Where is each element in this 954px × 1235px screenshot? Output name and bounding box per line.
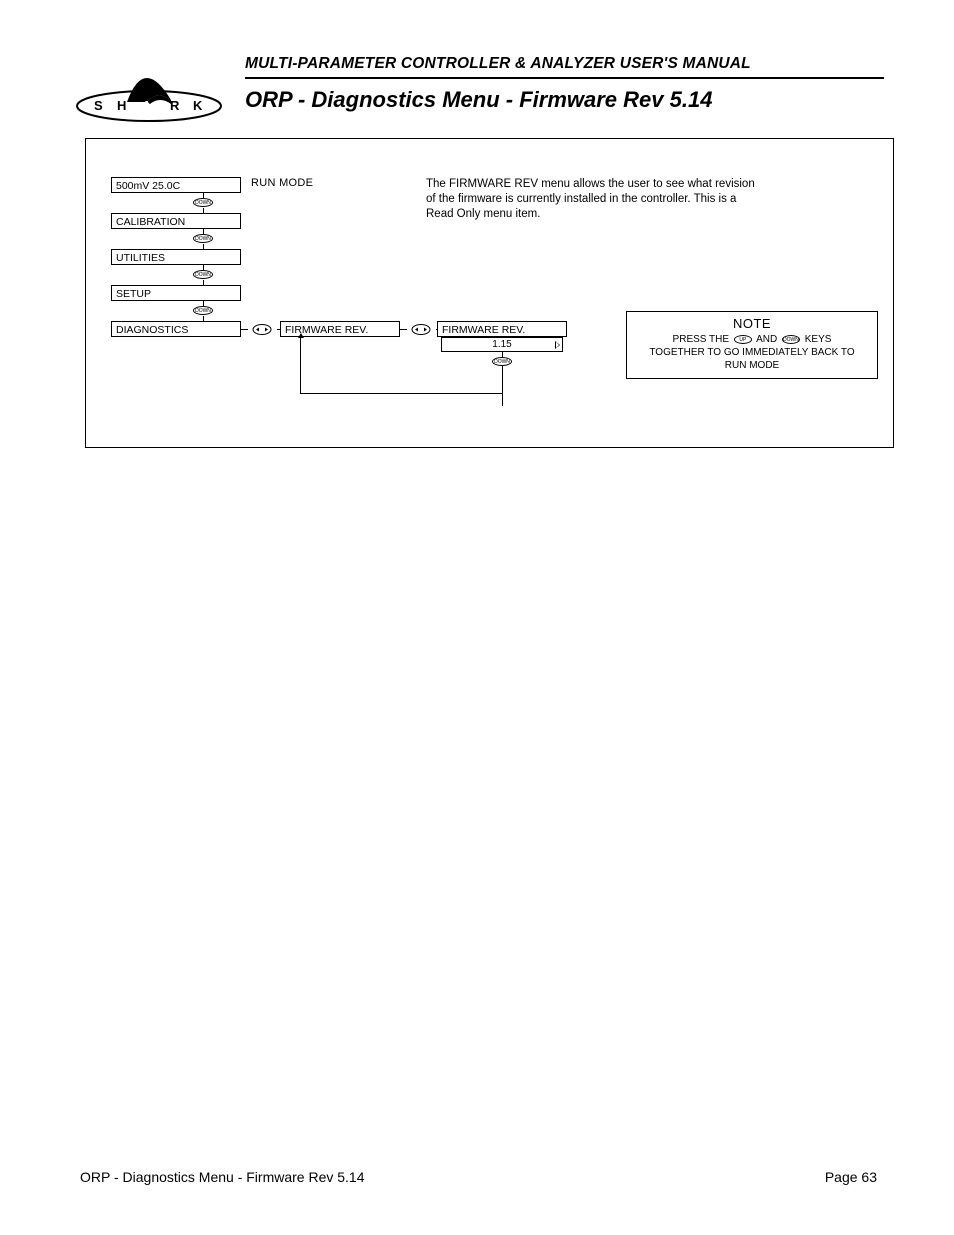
- return-loop: [300, 366, 500, 386]
- note-text: RUN MODE: [725, 360, 779, 371]
- up-button-icon: UP: [734, 335, 752, 344]
- menu-navigation-column: 500mV 25.0C DOWN CALIBRATION DOWN UTILIT…: [111, 177, 241, 337]
- brand-logo: S H A R K: [72, 60, 227, 122]
- firmware-rev-menu-2: FIRMWARE REV. 1.15 DOWN: [437, 321, 567, 372]
- logo-letter-r: R: [170, 98, 180, 113]
- menu-item-diagnostics: DIAGNOSTICS: [111, 321, 241, 337]
- right-arrow-icon: [555, 341, 560, 349]
- note-body: PRESS THE UP AND DOWN KEYS TOGETHER TO G…: [633, 333, 871, 372]
- description-text: The FIRMWARE REV menu allows the user to…: [426, 177, 756, 222]
- logo-letter-h: H: [117, 98, 126, 113]
- note-text: PRESS THE: [673, 334, 730, 345]
- note-text: TOGETHER TO GO IMMEDIATELY BACK TO: [649, 347, 854, 358]
- menu-item-setup: SETUP: [111, 285, 241, 301]
- page-footer: ORP - Diagnostics Menu - Firmware Rev 5.…: [80, 1169, 877, 1185]
- footer-left: ORP - Diagnostics Menu - Firmware Rev 5.…: [80, 1169, 365, 1185]
- up-arrow-icon: [298, 333, 304, 338]
- down-button-icon: DOWN: [782, 335, 800, 344]
- menu-diagram: 500mV 25.0C DOWN CALIBRATION DOWN UTILIT…: [85, 138, 894, 448]
- down-connector: DOWN: [176, 193, 241, 213]
- firmware-rev-label-2: FIRMWARE REV.: [437, 321, 567, 337]
- menu-item-calibration: CALIBRATION: [111, 213, 241, 229]
- note-text: KEYS: [805, 334, 832, 345]
- down-button-icon: DOWN: [193, 306, 213, 315]
- footer-page-number: Page 63: [825, 1169, 877, 1185]
- down-connector: DOWN: [176, 265, 241, 285]
- run-mode-label: RUN MODE: [251, 177, 313, 189]
- logo-letter-a: A: [142, 98, 152, 113]
- down-connector: DOWN: [176, 229, 241, 249]
- logo-letter-s: S: [94, 98, 103, 113]
- menu-item-utilities: UTILITIES: [111, 249, 241, 265]
- down-button-icon: DOWN: [193, 234, 213, 243]
- note-box: NOTE PRESS THE UP AND DOWN KEYS TOGETHER…: [626, 311, 878, 379]
- firmware-rev-value: 1.15: [441, 337, 563, 352]
- down-button-icon: DOWN: [193, 198, 213, 207]
- right-connector: [241, 321, 284, 339]
- note-title: NOTE: [633, 316, 871, 331]
- enter-button-icon: [411, 324, 431, 335]
- logo-letter-k: K: [193, 98, 203, 113]
- note-text: AND: [756, 334, 777, 345]
- down-connector: DOWN: [176, 301, 241, 321]
- down-button-icon: DOWN: [193, 270, 213, 279]
- menu-item-reading: 500mV 25.0C: [111, 177, 241, 193]
- enter-button-icon: [252, 324, 272, 335]
- down-connector: DOWN: [492, 352, 567, 372]
- page-title: ORP - Diagnostics Menu - Firmware Rev 5.…: [245, 87, 884, 113]
- manual-title: MULTI-PARAMETER CONTROLLER & ANALYZER US…: [245, 55, 884, 79]
- down-button-icon: DOWN: [492, 357, 512, 366]
- firmware-value-text: 1.15: [492, 339, 511, 350]
